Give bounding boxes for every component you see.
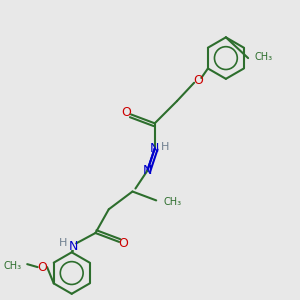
Text: CH₃: CH₃ bbox=[164, 197, 182, 207]
Text: N: N bbox=[150, 142, 159, 155]
Text: O: O bbox=[122, 106, 131, 119]
Text: O: O bbox=[119, 237, 128, 250]
Text: H: H bbox=[58, 238, 67, 248]
Text: O: O bbox=[37, 261, 47, 274]
Text: H: H bbox=[161, 142, 169, 152]
Text: N: N bbox=[68, 240, 78, 253]
Text: O: O bbox=[193, 74, 203, 87]
Text: CH₃: CH₃ bbox=[3, 261, 21, 271]
Text: N: N bbox=[142, 164, 152, 177]
Text: CH₃: CH₃ bbox=[254, 52, 272, 61]
